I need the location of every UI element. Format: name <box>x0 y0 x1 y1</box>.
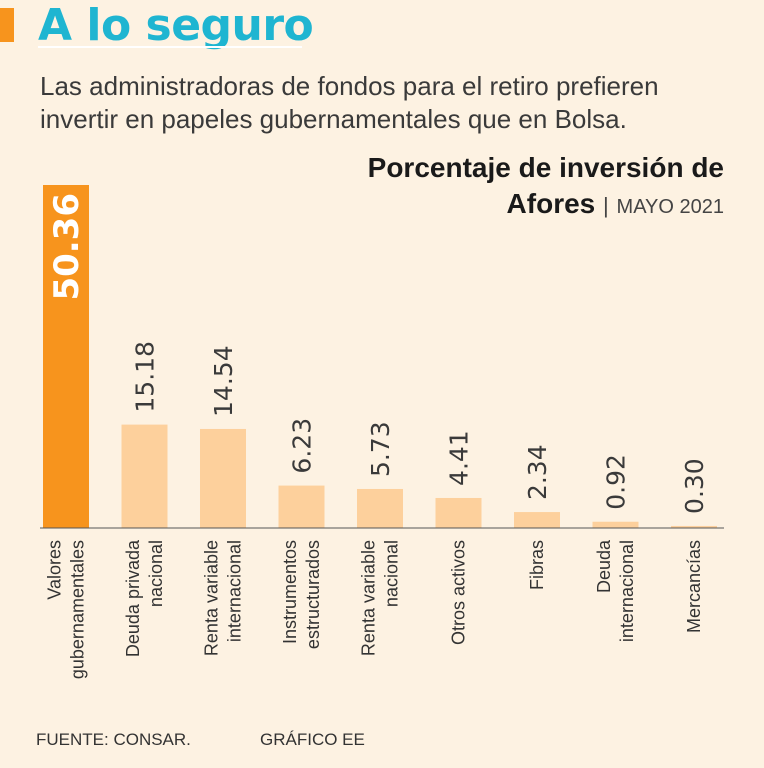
category-label-9: Mercancías <box>684 540 704 633</box>
value-label-6: 4.41 <box>445 430 474 486</box>
value-label-4: 6.23 <box>288 418 317 474</box>
value-label-3: 14.54 <box>209 345 238 417</box>
value-label-5: 5.73 <box>366 421 395 477</box>
bars-group <box>43 185 717 528</box>
chart-title-line1: Porcentaje de inversión de <box>367 152 724 183</box>
value-label-8: 0.92 <box>602 454 631 510</box>
bar-3 <box>200 428 246 528</box>
value-label-2: 15.18 <box>131 341 160 413</box>
bar-8 <box>592 521 639 528</box>
bar-6 <box>435 497 482 528</box>
category-labels-group: Valores gubernamentales Deuda privada nacio… <box>45 539 705 679</box>
bar-4 <box>278 485 325 528</box>
category-label-5: Renta variable nacional <box>359 540 402 656</box>
category-label-8: Deuda internacional <box>594 539 637 642</box>
category-label-7: Fibras <box>527 540 547 590</box>
value-label-1: 50.36 <box>47 193 87 301</box>
value-labels-group: 50.36 15.18 14.54 6.23 5.73 4.41 2.34 0.92 0.30 <box>47 193 709 514</box>
source-note: FUENTE: CONSAR. <box>36 730 191 749</box>
description: Las administradoras de fondos para el re… <box>40 71 659 134</box>
bar-5 <box>357 488 403 528</box>
value-label-9: 0.30 <box>680 458 709 514</box>
chart-subtitle: MAYO 2021 <box>616 196 724 218</box>
accent-bar <box>0 8 14 42</box>
title-separator: | <box>603 193 609 218</box>
bar-2 <box>121 424 168 528</box>
category-label-6: Otros activos <box>449 540 469 645</box>
category-label-4: Instrumentos estructurados <box>280 540 323 649</box>
bar-9 <box>671 525 717 528</box>
category-label-3: Renta variable internacional <box>202 540 245 656</box>
chart-title: Porcentaje de inversión de Afores | MAYO… <box>368 150 724 225</box>
headline: A lo seguro <box>38 0 314 51</box>
graphic-credit: GRÁFICO EE <box>260 730 365 749</box>
category-label-1: Valores gubernamentales <box>45 540 88 679</box>
bar-7 <box>514 512 560 528</box>
value-label-7: 2.34 <box>523 444 552 500</box>
bar-1 <box>43 185 89 528</box>
headline-rule <box>38 46 302 48</box>
category-label-2: Deuda privada nacional <box>123 539 166 657</box>
chart-title-line2: Afores <box>506 188 596 219</box>
